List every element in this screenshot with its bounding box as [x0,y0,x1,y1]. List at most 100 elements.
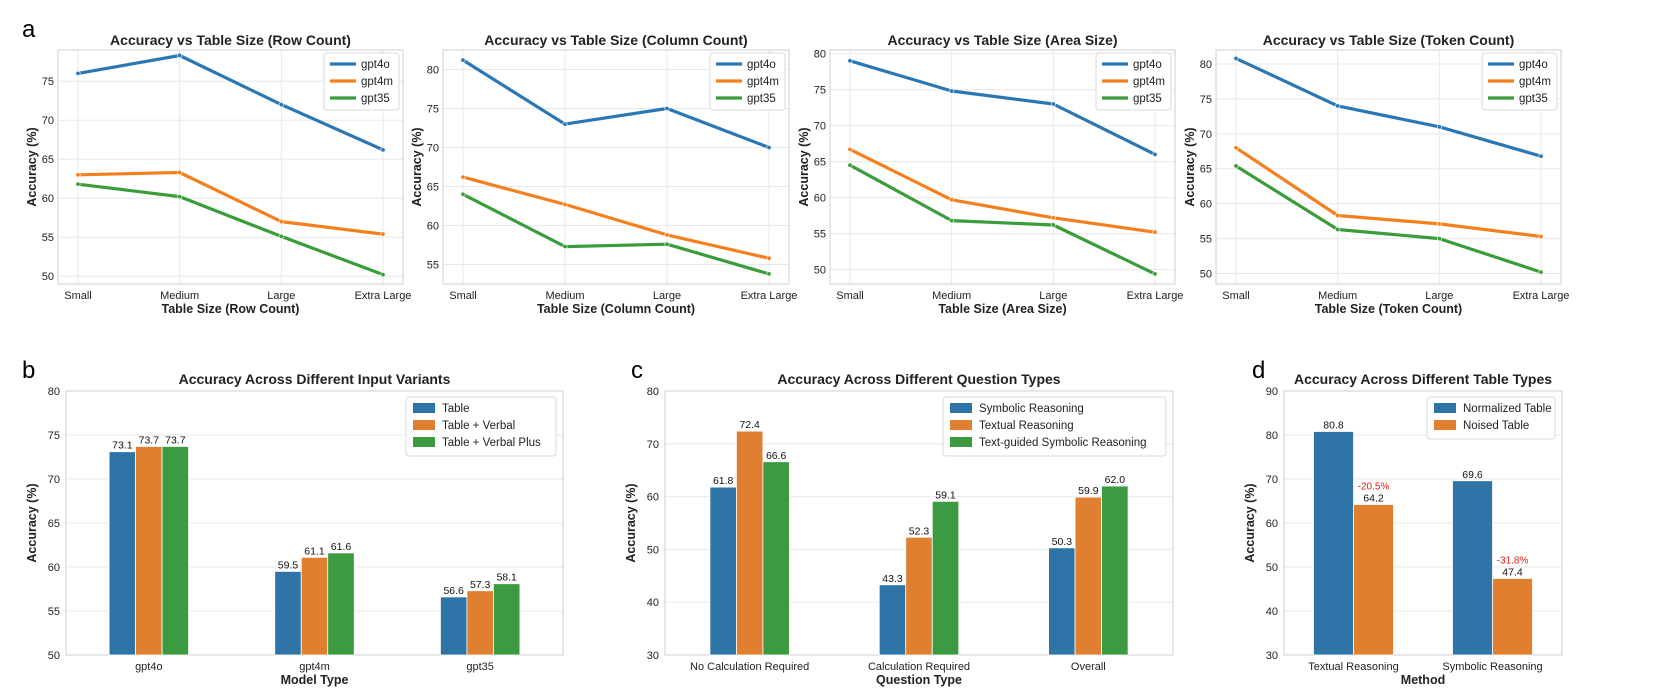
legend-label-table-verbal-plus: Table + Verbal Plus [442,437,541,449]
y-tick-label: 75 [1200,94,1212,106]
data-point-gpt35 [460,191,466,197]
y-tick-label: 60 [647,492,659,504]
x-tick-label: Medium [160,290,199,302]
y-axis-label: Accuracy (%) [797,127,811,206]
legend-label-table: Table [442,403,470,415]
y-tick-label: 40 [647,597,659,609]
bar-value-label: 69.6 [1462,469,1483,481]
bar-text-guided-symbolic-reasoning-overall [1101,485,1129,656]
y-tick-label: 80 [1200,59,1212,71]
data-point-gpt4m [1436,221,1442,227]
bar-value-label: 73.1 [112,440,133,452]
x-axis-label: Table Size (Column Count) [537,302,695,316]
x-tick-label: Extra Large [741,290,798,302]
y-tick-label: 50 [647,544,659,556]
y-tick-label: 70 [647,439,659,451]
bar-symbolic-reasoning-calculation-required [878,584,907,656]
legend-label-normalized-table: Normalized Table [1463,403,1552,415]
y-tick-label: 90 [1266,386,1278,398]
legend-label-gpt4o: gpt4o [747,59,776,71]
series-line-gpt4o [76,53,385,152]
data-point-gpt4m [766,255,772,261]
legend-label-table-verbal: Table + Verbal [442,420,515,432]
x-tick-label: gpt4m [299,661,330,673]
legend-swatch-table-verbal-plus [413,437,435,447]
x-tick-label: Medium [932,290,971,302]
legend-swatch-text-guided-symbolic-reasoning [950,437,972,447]
data-point-gpt4m [847,146,853,152]
data-point-gpt4o [664,106,670,112]
y-tick-label: 60 [48,562,60,574]
y-tick-label: 65 [427,182,439,194]
y-tick-label: 50 [1266,562,1278,574]
bar-table-verbal-gpt4o [135,446,163,656]
data-point-gpt4o [1050,101,1056,107]
x-tick-label: Extra Large [355,290,412,302]
y-tick-label: 50 [48,650,60,662]
x-tick-label: Large [1425,290,1453,302]
x-tick-label: Medium [545,290,584,302]
bar-value-label: 52.3 [909,525,930,537]
bar-value-label: 43.3 [882,573,903,585]
legend-label-gpt35: gpt35 [1519,93,1548,105]
data-point-gpt4o [949,88,955,94]
bar-table-gpt4o [108,451,136,656]
legend-label-gpt35: gpt35 [747,93,776,105]
chart-title: Accuracy Across Different Input Variants [179,371,451,387]
chart-title: Accuracy vs Table Size (Column Count) [484,32,747,48]
y-axis-label: Accuracy (%) [410,127,424,206]
data-point-gpt4o [278,102,284,108]
bar-noised-table-symbolic-reasoning [1492,578,1533,656]
bar-value-label: 80.8 [1323,419,1344,431]
y-axis-label: Accuracy (%) [624,483,638,562]
series-line-gpt4o [848,59,1157,156]
bar-table-verbal-plus-gpt4o [161,446,189,656]
bar-value-label: 66.6 [766,450,787,462]
bar-table-verbal-plus-gpt35 [493,583,521,656]
y-tick-label: 70 [1200,129,1212,141]
legend-swatch-table-verbal [413,420,435,430]
y-tick-label: 55 [42,232,54,244]
x-tick-label: Textual Reasoning [1308,661,1399,673]
bar-chart-input-variants: 50 55 60 65 70 75 80 gpt4o 73.1 73.7 73.7 gpt4m 59.5… [25,371,564,687]
legend-label-gpt4m: gpt4m [1519,76,1551,88]
y-axis-label: Accuracy (%) [25,483,39,562]
data-point-gpt35 [177,194,183,200]
bar-value-label: 61.6 [331,541,352,553]
bar-value-label: 73.7 [165,434,186,446]
data-point-gpt35 [1233,163,1239,169]
y-tick-label: 30 [1266,650,1278,662]
y-tick-label: 50 [42,271,54,283]
x-tick-label: Extra Large [1513,290,1570,302]
x-tick-label: Small [1222,290,1250,302]
data-point-gpt35 [1152,271,1158,277]
bar-value-label: 57.3 [470,579,491,591]
data-point-gpt4m [1152,229,1158,235]
data-point-gpt35 [562,244,568,250]
bar-value-label: 50.3 [1052,536,1073,548]
panel-label-a: a [22,16,36,43]
bar-text-guided-symbolic-reasoning-no-calculation-required [762,461,790,656]
data-point-gpt4o [1335,103,1341,109]
bar-table-verbal-gpt4m [300,556,329,656]
y-tick-label: 55 [48,606,60,618]
data-point-gpt4m [949,197,955,203]
bar-value-label: 56.6 [443,585,464,597]
data-point-gpt35 [1538,269,1544,275]
legend-label-gpt4m: gpt4m [361,76,393,88]
y-tick-label: 80 [1266,430,1278,442]
y-axis-label: Accuracy (%) [1183,127,1197,206]
x-axis-label: Model Type [281,673,349,687]
bar-value-label: 62.0 [1105,474,1126,486]
bar-value-label: 61.8 [713,475,734,487]
x-tick-label: Medium [1318,290,1357,302]
y-tick-label: 75 [814,85,826,97]
y-tick-label: 50 [814,265,826,277]
data-point-gpt35 [847,162,853,168]
bar-value-label: 73.7 [139,434,160,446]
legend-box [709,52,786,111]
y-tick-label: 70 [1266,474,1278,486]
legend-box [1481,52,1558,111]
series-line-gpt35 [76,182,385,277]
